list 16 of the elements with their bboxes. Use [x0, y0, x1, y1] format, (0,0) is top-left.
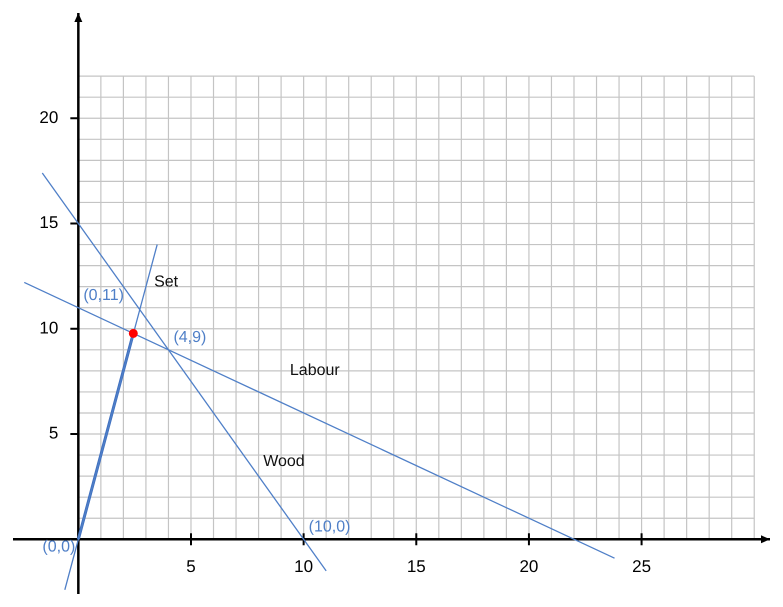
x-tick-label: 5	[186, 557, 196, 576]
y-tick-label: 10	[39, 318, 58, 338]
series-label: Labour	[290, 362, 340, 379]
x-tick-label: 15	[406, 557, 426, 576]
y-tick-label: 15	[39, 213, 58, 232]
annotation: (0,0)	[42, 538, 76, 556]
x-tick-label: 20	[519, 557, 538, 576]
y-tick-label: 20	[39, 108, 58, 127]
y-tick-label: 5	[48, 424, 58, 443]
x-tick-label: 25	[632, 557, 652, 576]
series-label: Set	[154, 273, 179, 290]
annotation: (0,11)	[83, 287, 124, 304]
x-tick-label: 10	[294, 557, 314, 576]
annotation: (10,0)	[308, 518, 350, 536]
annotation: (4,9)	[173, 329, 206, 346]
series-label: Wood	[263, 452, 305, 470]
